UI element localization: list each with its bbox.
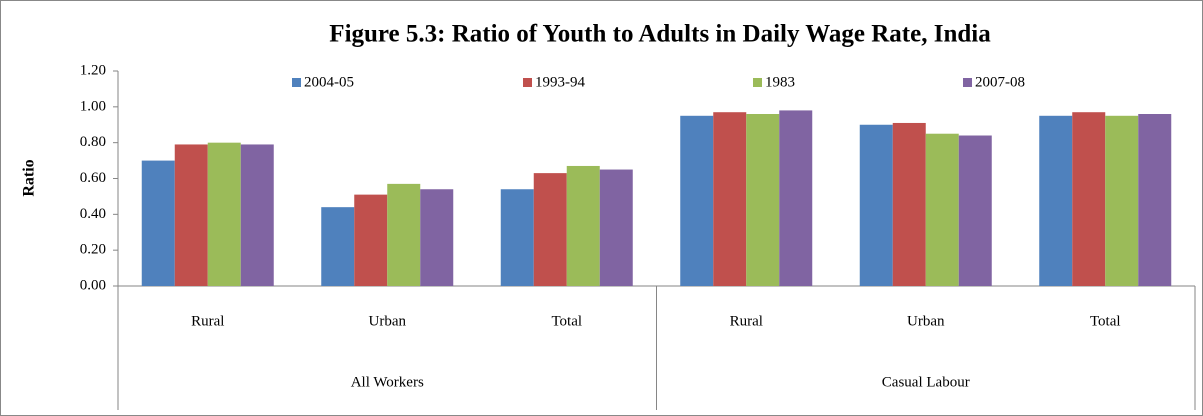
bar <box>779 110 813 287</box>
bar <box>859 124 893 286</box>
legend-swatch <box>292 78 301 87</box>
bar <box>500 189 534 286</box>
legend-swatch <box>753 78 762 87</box>
group-label: Casual Labour <box>882 374 970 390</box>
x-tick-label: Urban <box>369 313 407 329</box>
y-tick-label: 1.20 <box>80 62 106 78</box>
bar <box>892 122 926 286</box>
bar <box>207 142 241 286</box>
bar <box>1138 114 1172 286</box>
bar <box>746 114 780 286</box>
y-tick-label: 0.20 <box>80 242 106 258</box>
x-tick-label: Rural <box>191 313 224 329</box>
bar <box>925 133 959 286</box>
group-label: All Workers <box>351 374 424 390</box>
bar <box>713 112 747 286</box>
legend-label: 2007-08 <box>975 74 1025 90</box>
y-tick-label: 0.60 <box>80 170 106 186</box>
bar <box>321 207 355 286</box>
bar <box>174 144 208 286</box>
bar <box>958 135 992 286</box>
y-tick-label: 0.00 <box>80 277 106 293</box>
bar <box>354 194 388 286</box>
bar <box>566 165 600 286</box>
x-tick-label: Total <box>1090 313 1121 329</box>
legend-label: 1993-94 <box>535 74 585 90</box>
bar <box>1072 112 1106 286</box>
legend-label: 1983 <box>765 74 795 90</box>
bar <box>387 183 421 286</box>
x-tick-label: Urban <box>907 313 945 329</box>
y-tick-label: 0.40 <box>80 206 106 222</box>
legend-swatch <box>963 78 972 87</box>
bar <box>533 173 567 286</box>
legend-swatch <box>523 78 532 87</box>
chart-title: Figure 5.3: Ratio of Youth to Adults in … <box>329 21 991 48</box>
bar <box>1039 115 1073 287</box>
bar <box>420 189 454 286</box>
bar <box>599 169 633 286</box>
bar <box>1105 115 1139 287</box>
legend-label: 2004-05 <box>304 74 354 90</box>
bar <box>240 144 274 286</box>
x-tick-label: Total <box>551 313 582 329</box>
y-axis-label: Ratio <box>21 159 38 196</box>
y-tick-label: 1.00 <box>80 98 106 114</box>
x-tick-label: Rural <box>730 313 763 329</box>
bar <box>141 160 175 286</box>
bar <box>680 115 714 287</box>
y-tick-label: 0.80 <box>80 134 106 150</box>
